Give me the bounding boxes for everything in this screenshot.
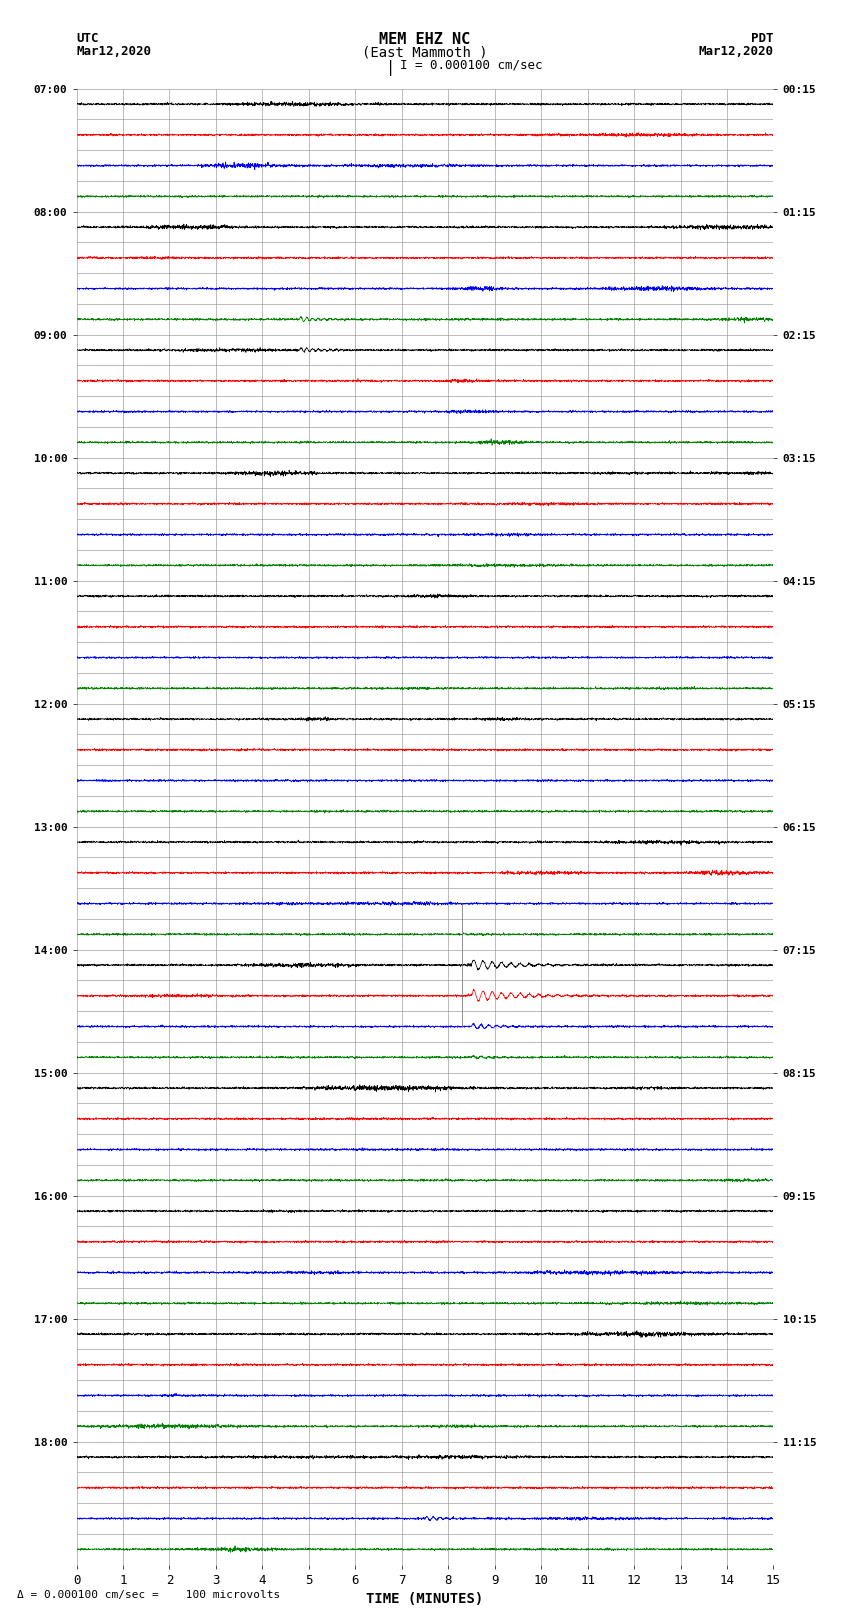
Text: MEM EHZ NC: MEM EHZ NC xyxy=(379,32,471,47)
Text: Δ = 0.000100 cm/sec =    100 microvolts: Δ = 0.000100 cm/sec = 100 microvolts xyxy=(17,1590,280,1600)
Text: Mar12,2020: Mar12,2020 xyxy=(76,45,151,58)
Text: |: | xyxy=(387,60,395,76)
Text: I = 0.000100 cm/sec: I = 0.000100 cm/sec xyxy=(400,58,542,71)
Text: (East Mammoth ): (East Mammoth ) xyxy=(362,45,488,60)
Text: Mar12,2020: Mar12,2020 xyxy=(699,45,774,58)
X-axis label: TIME (MINUTES): TIME (MINUTES) xyxy=(366,1592,484,1607)
Text: PDT: PDT xyxy=(751,32,774,45)
Text: UTC: UTC xyxy=(76,32,99,45)
